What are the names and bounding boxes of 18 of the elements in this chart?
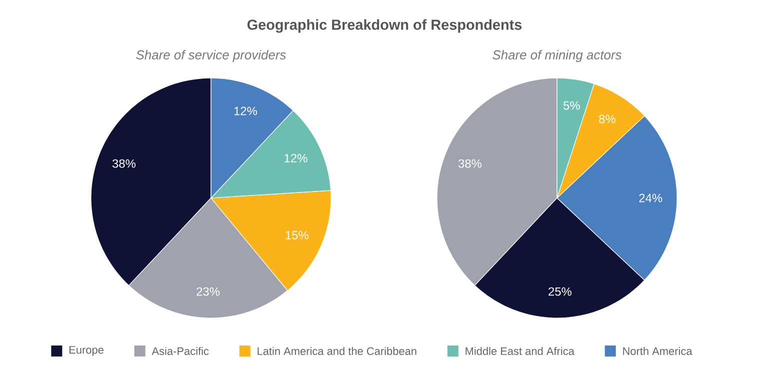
chart-subtitle: Share of service providers — [136, 50, 286, 62]
legend-label: North America — [623, 346, 692, 356]
data-label: 24% — [639, 194, 662, 202]
legend-label: Middle East and Africa — [466, 346, 574, 356]
data-label: 8% — [599, 114, 616, 124]
legend-label: Asia-Pacific — [152, 346, 209, 356]
legend-label: Europe — [70, 346, 104, 356]
data-label: 12% — [234, 106, 257, 116]
data-label: 12% — [284, 154, 308, 162]
data-label: 25% — [548, 287, 572, 296]
data-label: 38% — [458, 159, 482, 168]
data-label: 38% — [112, 159, 136, 168]
chart-title: Geographic Breakdown of Respondents — [247, 19, 522, 33]
data-label: 23% — [196, 287, 220, 296]
data-label: 15% — [286, 230, 308, 240]
legend-label: Latin America and the Caribbean — [258, 346, 416, 356]
chart-subtitle: Share of mining actors — [492, 50, 622, 62]
data-label: 5% — [563, 101, 580, 110]
